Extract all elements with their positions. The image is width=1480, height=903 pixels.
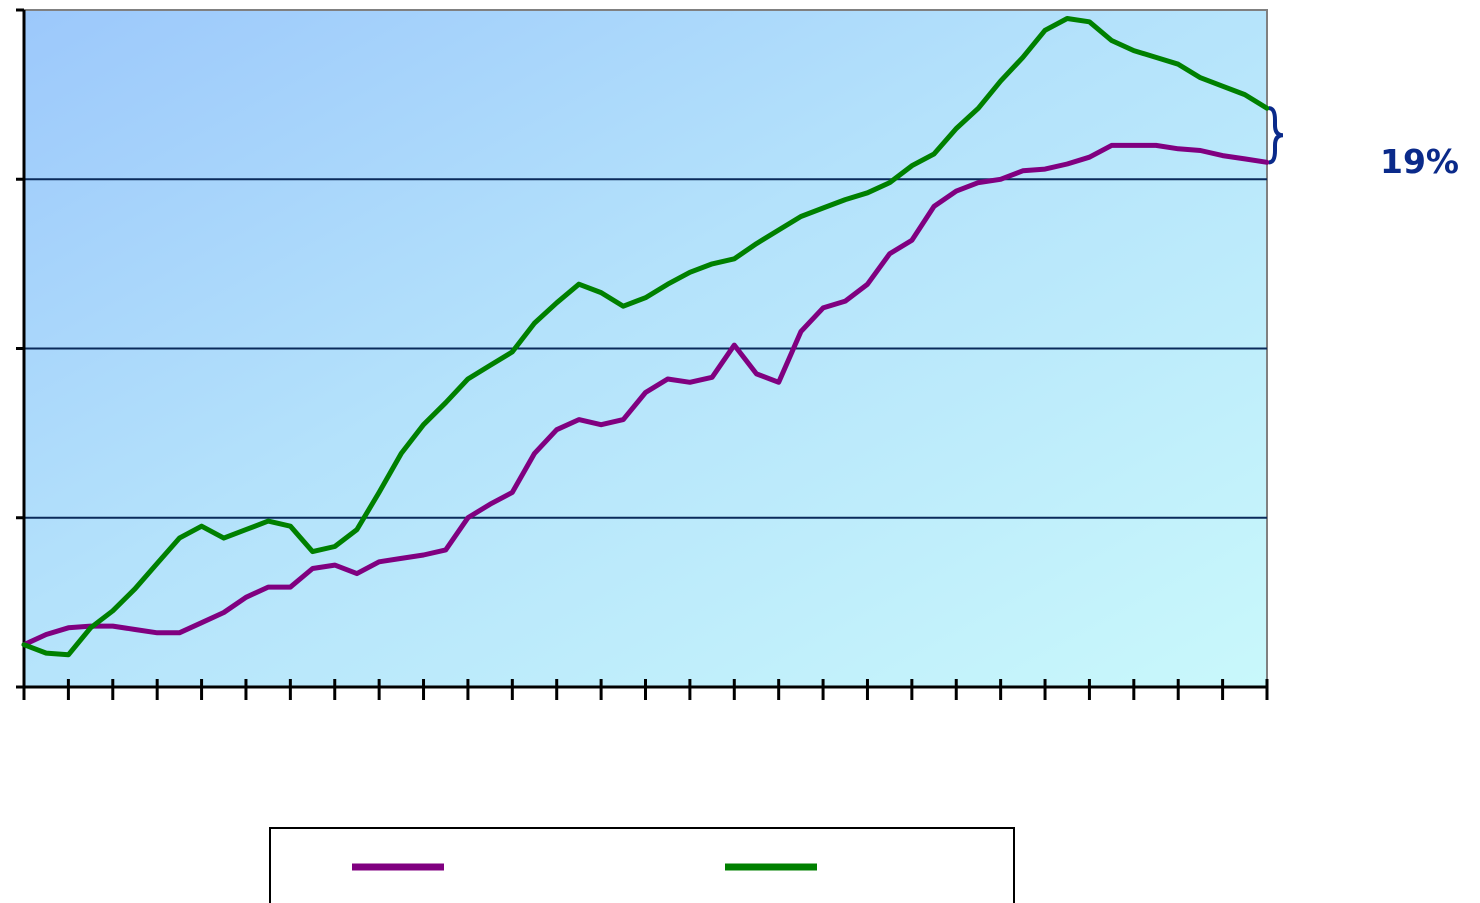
annotation-label: 19% bbox=[1380, 142, 1459, 181]
axes bbox=[16, 8, 1269, 700]
series-line-1 bbox=[21, 142, 1270, 648]
annotation-layer: 19% bbox=[1268, 106, 1459, 181]
gridlines bbox=[24, 178, 1267, 519]
series-layer bbox=[21, 16, 1270, 658]
series-line-2 bbox=[21, 16, 1270, 658]
legend bbox=[269, 827, 1015, 903]
brace-marker bbox=[1268, 106, 1284, 165]
